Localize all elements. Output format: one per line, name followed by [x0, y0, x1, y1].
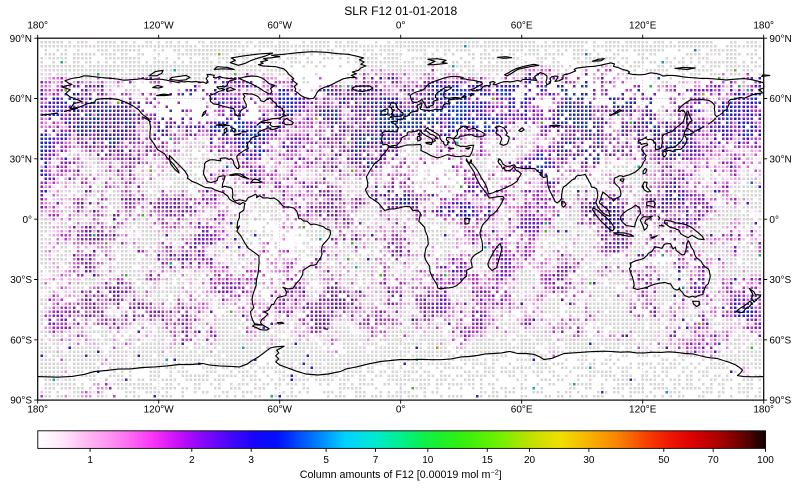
svg-text:120°W: 120°W: [144, 404, 175, 415]
svg-text:7: 7: [373, 455, 379, 466]
svg-text:180°: 180°: [753, 404, 774, 415]
svg-text:3: 3: [248, 455, 254, 466]
svg-text:5: 5: [323, 455, 329, 466]
svg-text:30: 30: [583, 455, 595, 466]
svg-text:60°N: 60°N: [10, 94, 32, 105]
svg-text:30°S: 30°S: [10, 275, 32, 286]
svg-text:100: 100: [757, 455, 774, 466]
svg-text:60°S: 60°S: [10, 335, 32, 346]
svg-text:10: 10: [422, 455, 434, 466]
svg-text:30°N: 30°N: [10, 154, 32, 165]
svg-text:120°E: 120°E: [629, 404, 657, 415]
svg-text:90°S: 90°S: [769, 396, 791, 407]
svg-text:60°E: 60°E: [511, 404, 533, 415]
svg-text:60°W: 60°W: [267, 21, 292, 32]
svg-text:60°W: 60°W: [267, 404, 292, 415]
svg-text:180°: 180°: [753, 21, 774, 32]
svg-text:30°N: 30°N: [769, 154, 791, 165]
svg-text:0°: 0°: [396, 404, 406, 415]
svg-text:60°N: 60°N: [769, 94, 791, 105]
svg-text:0°: 0°: [769, 215, 779, 226]
svg-text:120°E: 120°E: [629, 21, 657, 32]
svg-text:50: 50: [658, 455, 670, 466]
svg-text:90°N: 90°N: [10, 34, 32, 45]
svg-text:0°: 0°: [396, 21, 406, 32]
svg-text:Column amounts of F12 [0.00019: Column amounts of F12 [0.00019 mol m−2]: [300, 468, 502, 482]
svg-text:70: 70: [708, 455, 720, 466]
svg-text:180°: 180°: [27, 21, 48, 32]
svg-text:60°S: 60°S: [769, 335, 791, 346]
svg-text:90°N: 90°N: [769, 34, 791, 45]
svg-text:SLR F12 01-01-2018: SLR F12 01-01-2018: [344, 4, 457, 18]
svg-text:60°E: 60°E: [511, 21, 533, 32]
svg-text:0°: 0°: [22, 215, 32, 226]
svg-text:90°S: 90°S: [10, 396, 32, 407]
svg-text:2: 2: [189, 455, 195, 466]
svg-text:180°: 180°: [27, 404, 48, 415]
svg-text:30°S: 30°S: [769, 275, 791, 286]
svg-text:15: 15: [482, 455, 494, 466]
svg-text:20: 20: [524, 455, 536, 466]
svg-text:120°W: 120°W: [144, 21, 175, 32]
svg-text:1: 1: [87, 455, 93, 466]
